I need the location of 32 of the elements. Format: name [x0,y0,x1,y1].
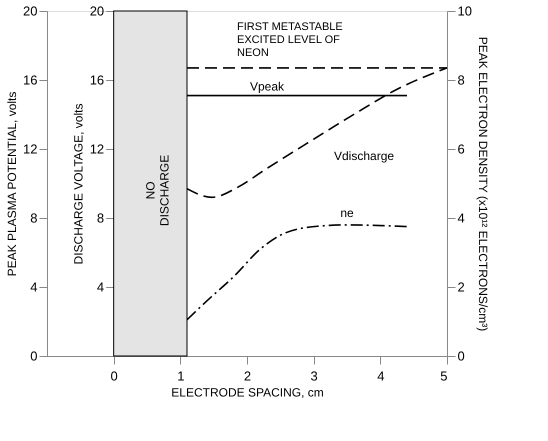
y2-tick-label: 2 [458,280,465,294]
y-tick-label: 4 [30,280,38,294]
y2-tick-label: 10 [458,4,472,18]
annotation: FIRST METASTABLE EXCITED LEVEL OF NEON [237,20,343,59]
y-tick-label: 8 [30,210,38,226]
y3-tick-label: 4 [96,280,104,294]
y2-tick-label: 6 [458,142,465,156]
series-label: Vdischarge [334,149,394,164]
y-axis-title: PEAK PLASMA POTENTIAL, volts [5,92,20,276]
x-tick-label: 0 [110,368,118,384]
band-label: NO DISCHARGE [143,154,172,226]
y3-tick-label: 16 [90,72,104,88]
y2-tick-label: 8 [458,72,465,88]
x-tick-label: 3 [310,368,318,384]
y3-tick-label: 20 [90,4,104,18]
y2-tick-label: 0 [458,348,465,364]
y3-tick-label: 12 [90,142,104,156]
x-tick-label: 2 [244,368,252,384]
y3-axis-title: DISCHARGE VOLTAGE, volts [72,104,86,264]
y3-tick-label: 8 [96,210,104,226]
y2-tick-label: 4 [458,210,465,226]
y-tick-label: 0 [30,348,38,364]
x-tick-label: 4 [377,368,384,384]
x-axis-title: ELECTRODE SPACING, cm [171,386,324,400]
y-tick-label: 16 [23,72,38,88]
y-tick-label: 12 [23,142,38,156]
x-tick-label: 1 [177,368,184,384]
series-label: ne [340,206,354,220]
x-tick-label: 5 [440,368,448,384]
series-label: Vpeak [250,80,286,94]
y2-axis-title: PEAK ELECTRON DENSITY (x10¹² ELECTRONS/cm³) [476,36,490,332]
y-tick-label: 20 [23,4,38,18]
